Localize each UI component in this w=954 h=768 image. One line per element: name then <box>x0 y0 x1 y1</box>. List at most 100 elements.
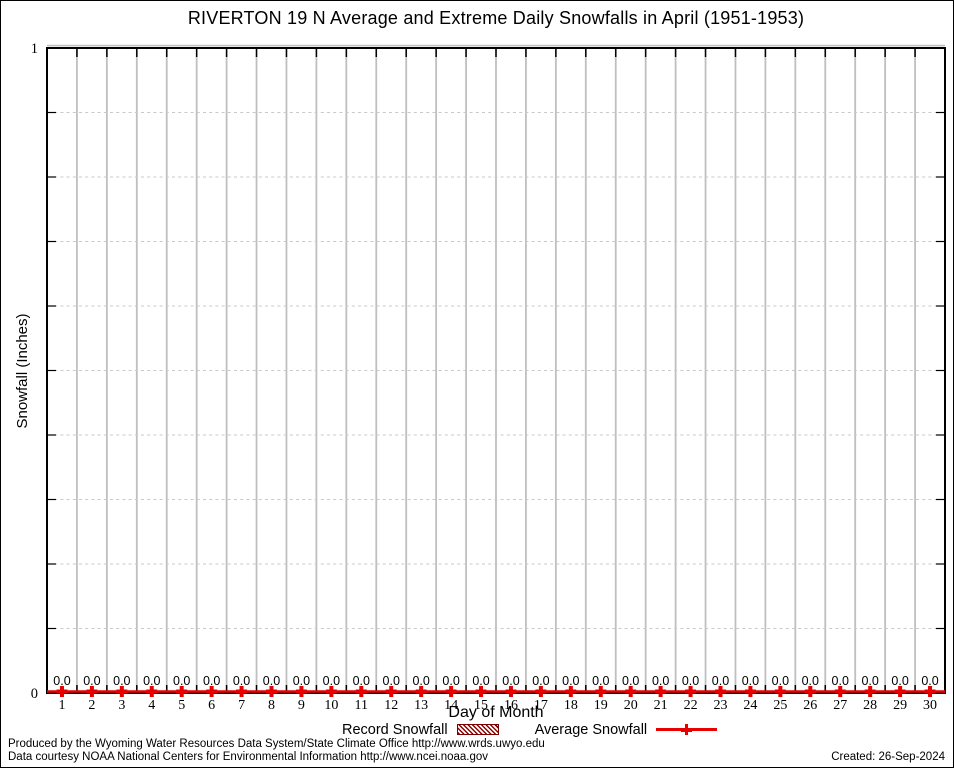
legend-average-point-marker <box>685 724 689 735</box>
point-value-label: 0.0 <box>323 674 340 688</box>
average-point-marker <box>688 686 693 697</box>
x-tick-label: 14 <box>444 698 458 713</box>
point-value-label: 0.0 <box>562 674 579 688</box>
point-value-label: 0.0 <box>53 674 70 688</box>
point-value-label: 0.0 <box>532 674 549 688</box>
point-value-label: 0.0 <box>772 674 789 688</box>
average-point-marker <box>538 686 543 697</box>
point-value-label: 0.0 <box>143 674 160 688</box>
point-value-label: 0.0 <box>712 674 729 688</box>
x-tick-label: 9 <box>298 698 305 713</box>
point-value-label: 0.0 <box>502 674 519 688</box>
x-tick-label: 30 <box>923 698 937 713</box>
point-value-label: 0.0 <box>592 674 609 688</box>
x-tick-label: 25 <box>773 698 787 713</box>
x-tick-label: 29 <box>893 698 907 713</box>
point-value-label: 0.0 <box>173 674 190 688</box>
y-tick-label: 1 <box>31 41 38 57</box>
average-point-marker <box>479 686 484 697</box>
point-value-label: 0.0 <box>891 674 908 688</box>
x-tick-label: 6 <box>208 698 215 713</box>
footer-created-date: Created: 26-Sep-2024 <box>831 751 945 763</box>
chart-title: RIVERTON 19 N Average and Extreme Daily … <box>187 8 805 28</box>
x-tick-label: 17 <box>534 698 548 713</box>
average-point-marker <box>868 686 873 697</box>
average-point-marker <box>299 686 304 697</box>
x-tick-label: 23 <box>714 698 728 713</box>
footer-produced-by: Produced by the Wyoming Water Resources … <box>8 738 545 750</box>
average-point-marker <box>329 686 334 697</box>
average-point-marker <box>239 686 244 697</box>
legend-record-swatch <box>456 724 499 735</box>
x-tick-label: 5 <box>178 698 185 713</box>
x-tick-label: 24 <box>743 698 757 713</box>
average-point-marker <box>269 686 274 697</box>
average-point-marker <box>898 686 903 697</box>
average-point-marker <box>449 686 454 697</box>
x-tick-label: 20 <box>624 698 638 713</box>
x-tick-label: 22 <box>684 698 698 713</box>
x-tick-label: 28 <box>863 698 877 713</box>
x-tick-label: 13 <box>414 698 428 713</box>
average-point-marker <box>59 686 64 697</box>
x-tick-label: 16 <box>504 698 518 713</box>
x-tick-label: 18 <box>564 698 578 713</box>
x-tick-label: 4 <box>148 698 155 713</box>
x-tick-label: 11 <box>355 698 368 713</box>
point-value-label: 0.0 <box>353 674 370 688</box>
x-tick-label: 2 <box>88 698 95 713</box>
legend-record-label: Record Snowfall <box>342 721 448 738</box>
legend: Record Snowfall Average Snowfall <box>342 721 718 738</box>
average-point-marker <box>568 686 573 697</box>
average-point-marker <box>389 686 394 697</box>
average-point-marker <box>658 686 663 697</box>
x-tick-label: 1 <box>58 698 65 713</box>
average-point-marker <box>808 686 813 697</box>
point-value-label: 0.0 <box>442 674 459 688</box>
point-value-label: 0.0 <box>263 674 280 688</box>
x-tick-label: 8 <box>268 698 275 713</box>
point-value-label: 0.0 <box>83 674 100 688</box>
average-point-marker <box>748 686 753 697</box>
average-point-marker <box>419 686 424 697</box>
average-point-marker <box>718 686 723 697</box>
average-point-marker <box>149 686 154 697</box>
average-point-marker <box>359 686 364 697</box>
average-point-marker <box>778 686 783 697</box>
average-point-marker <box>89 686 94 697</box>
x-tick-label: 10 <box>324 698 338 713</box>
average-point-marker <box>508 686 513 697</box>
plot-border <box>46 47 946 694</box>
average-point-marker <box>179 686 184 697</box>
point-value-label: 0.0 <box>113 674 130 688</box>
x-tick-label: 21 <box>654 698 668 713</box>
x-tick-label: 15 <box>474 698 488 713</box>
x-tick-label: 27 <box>833 698 847 713</box>
point-value-label: 0.0 <box>652 674 669 688</box>
point-value-label: 0.0 <box>832 674 849 688</box>
y-tick-label: 0 <box>31 686 38 702</box>
average-point-marker <box>119 686 124 697</box>
point-value-label: 0.0 <box>861 674 878 688</box>
x-tick-label: 19 <box>594 698 608 713</box>
point-value-label: 0.0 <box>802 674 819 688</box>
x-tick-label: 7 <box>238 698 245 713</box>
point-value-label: 0.0 <box>622 674 639 688</box>
average-point-marker <box>209 686 214 697</box>
legend-average-swatch <box>656 724 718 736</box>
point-value-label: 0.0 <box>203 674 220 688</box>
point-value-label: 0.0 <box>682 674 699 688</box>
point-value-label: 0.0 <box>742 674 759 688</box>
average-point-marker <box>928 686 933 697</box>
average-point-marker <box>838 686 843 697</box>
average-point-marker <box>598 686 603 697</box>
point-value-label: 0.0 <box>472 674 489 688</box>
x-tick-label: 26 <box>803 698 817 713</box>
point-value-label: 0.0 <box>412 674 429 688</box>
footer-data-courtesy: Data courtesy NOAA National Centers for … <box>8 751 489 763</box>
point-value-label: 0.0 <box>921 674 938 688</box>
point-value-label: 0.0 <box>233 674 250 688</box>
x-tick-label: 3 <box>118 698 125 713</box>
average-point-marker <box>628 686 633 697</box>
